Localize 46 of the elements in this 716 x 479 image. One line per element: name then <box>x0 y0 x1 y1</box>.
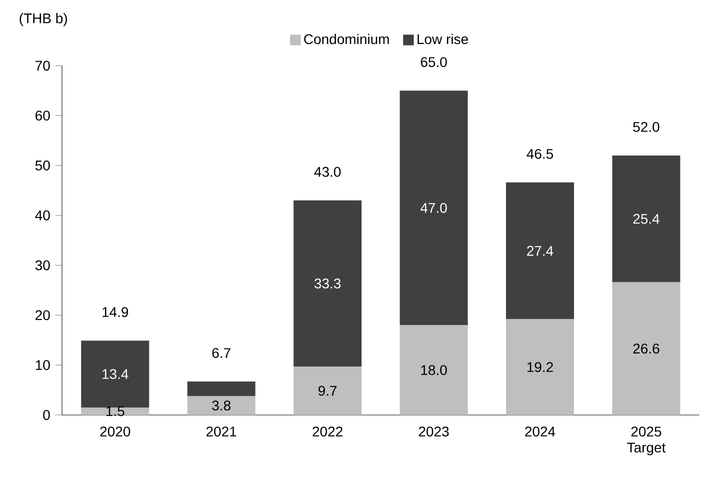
y-tick-label: 50 <box>35 160 50 171</box>
x-tick-label: 2021 <box>206 426 236 437</box>
data-label: 9.7 <box>318 386 337 396</box>
bar <box>400 90 468 326</box>
bar <box>81 340 150 408</box>
y-tick-label: 0 <box>43 410 50 420</box>
bar <box>400 325 468 416</box>
bar <box>294 366 362 416</box>
data-label: 25.4 <box>633 214 660 224</box>
bar <box>506 319 574 416</box>
data-label: 18.0 <box>421 365 447 376</box>
legend-label: Low rise <box>418 34 468 44</box>
x-tick-label: 2023 <box>418 426 449 437</box>
bar <box>612 156 680 282</box>
x-tick-label: 2022 <box>312 426 342 437</box>
data-label: 1.5 <box>106 406 124 416</box>
total-label: 65.0 <box>420 57 447 68</box>
bar <box>187 382 256 396</box>
data-label: 27.4 <box>527 246 554 256</box>
total-label: 43.0 <box>314 167 341 177</box>
total-label: 14.9 <box>102 307 128 318</box>
total-label: 6.7 <box>212 348 230 358</box>
legend-label: Condominium <box>304 34 389 44</box>
x-tick-label: 2020 <box>100 426 130 437</box>
y-tick-label: 30 <box>35 260 50 270</box>
total-label: 46.5 <box>526 149 554 160</box>
bar <box>612 282 680 416</box>
bar <box>506 182 574 320</box>
y-tick-label: 40 <box>35 210 50 221</box>
data-label: 3.8 <box>212 400 230 411</box>
total-label: 52.0 <box>633 122 660 132</box>
y-tick-label: 60 <box>36 110 50 121</box>
bar <box>294 200 362 367</box>
x-tick-label: 2025 Target <box>627 426 666 456</box>
x-tick-label: 2024 <box>525 426 556 437</box>
bar <box>81 408 150 416</box>
y-tick-label: 70 <box>36 60 50 71</box>
y-tick-label: 20 <box>36 310 50 320</box>
data-label: 33.3 <box>314 278 341 289</box>
data-label: 13.4 <box>102 369 128 380</box>
data-label: 47.0 <box>420 203 447 214</box>
bar <box>187 396 256 416</box>
data-label: 26.6 <box>633 344 660 354</box>
y-axis-title: (THB b) <box>20 13 67 26</box>
data-label: 19.2 <box>527 362 553 372</box>
y-tick-label: 10 <box>36 360 50 370</box>
